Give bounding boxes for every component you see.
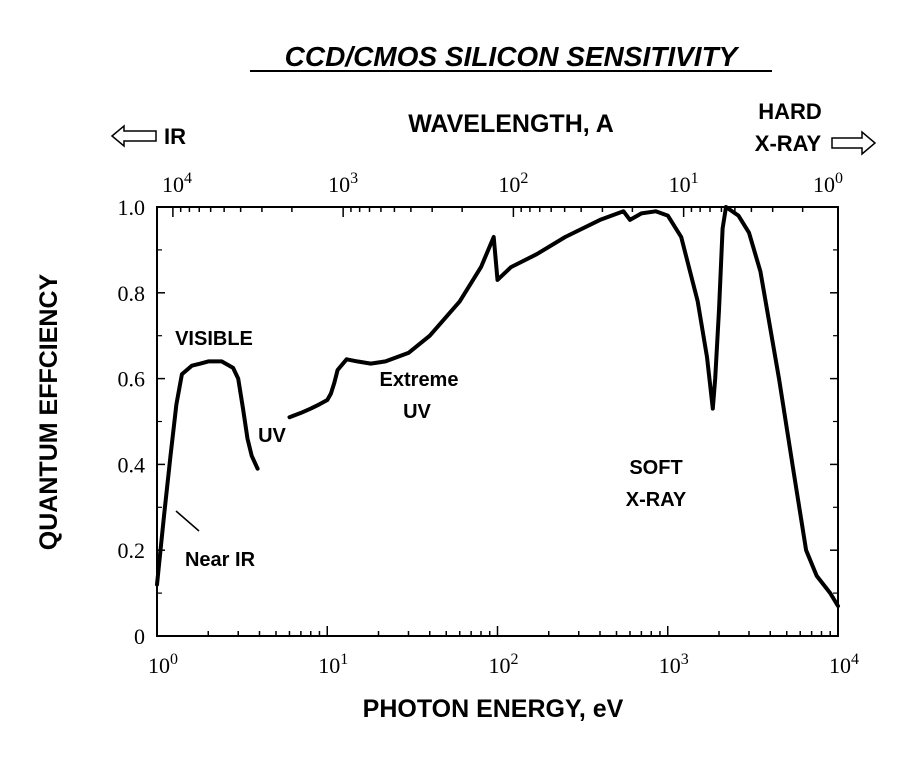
ir-label: IR <box>164 124 186 149</box>
x2-tick-label: 102 <box>498 170 528 197</box>
y-axis-label: QUANTUM EFFCIENCY <box>35 273 63 550</box>
x-tick-label: 103 <box>659 651 689 678</box>
y-tick-labels: 1.0 0.8 0.6 0.4 0.2 0 <box>118 195 146 649</box>
x-tick-label: 100 <box>148 651 178 678</box>
annotation-uv: UV <box>258 425 286 447</box>
x2-tick-label: 104 <box>162 170 192 197</box>
qe-curves <box>155 205 840 608</box>
annotation-extreme-uv: UV <box>403 401 431 423</box>
qe-curve-near-ir-visible <box>155 359 260 587</box>
x-tick-label: 101 <box>318 651 348 678</box>
x-tick-labels: 100 101 102 103 104 <box>148 651 859 678</box>
hard-xray-arrow-icon <box>831 130 877 156</box>
hard-xray-label-line2: X-RAY <box>755 131 822 156</box>
near-ir-pointer <box>175 510 200 532</box>
annotation-soft: SOFT <box>629 457 682 479</box>
y-tick-label: 0.2 <box>118 538 146 563</box>
x-axis-label: PHOTON ENERGY, eV <box>363 695 624 723</box>
wavelength-axis-label: WAVELENGTH, A <box>408 110 614 138</box>
annotation-visible: VISIBLE <box>175 328 253 350</box>
y-tick-label: 1.0 <box>118 195 146 220</box>
hard-xray-label-line1: HARD <box>758 99 822 124</box>
y-tick-label: 0.4 <box>118 452 146 477</box>
qe-curve-uv-extreme-soft-xray <box>287 205 840 608</box>
wavelength-tick-labels: 104 103 102 101 100 <box>162 170 843 197</box>
annotation-near-ir: Near IR <box>185 549 256 571</box>
ir-arrow-icon <box>110 124 157 148</box>
y-tick-label: 0.8 <box>118 281 146 306</box>
annotation-soft-xray: X-RAY <box>626 489 687 511</box>
x2-tick-label: 101 <box>669 170 699 197</box>
axis-ticks <box>156 206 839 637</box>
y-tick-label: 0 <box>134 624 145 649</box>
y-tick-label: 0.6 <box>118 367 146 392</box>
x-tick-label: 104 <box>829 651 859 678</box>
x2-tick-label: 103 <box>328 170 358 197</box>
x2-tick-label: 100 <box>813 170 843 197</box>
chart-title: CCD/CMOS SILICON SENSITIVITY <box>285 41 740 72</box>
annotation-extreme: Extreme <box>380 369 459 391</box>
x-tick-label: 102 <box>489 651 519 678</box>
